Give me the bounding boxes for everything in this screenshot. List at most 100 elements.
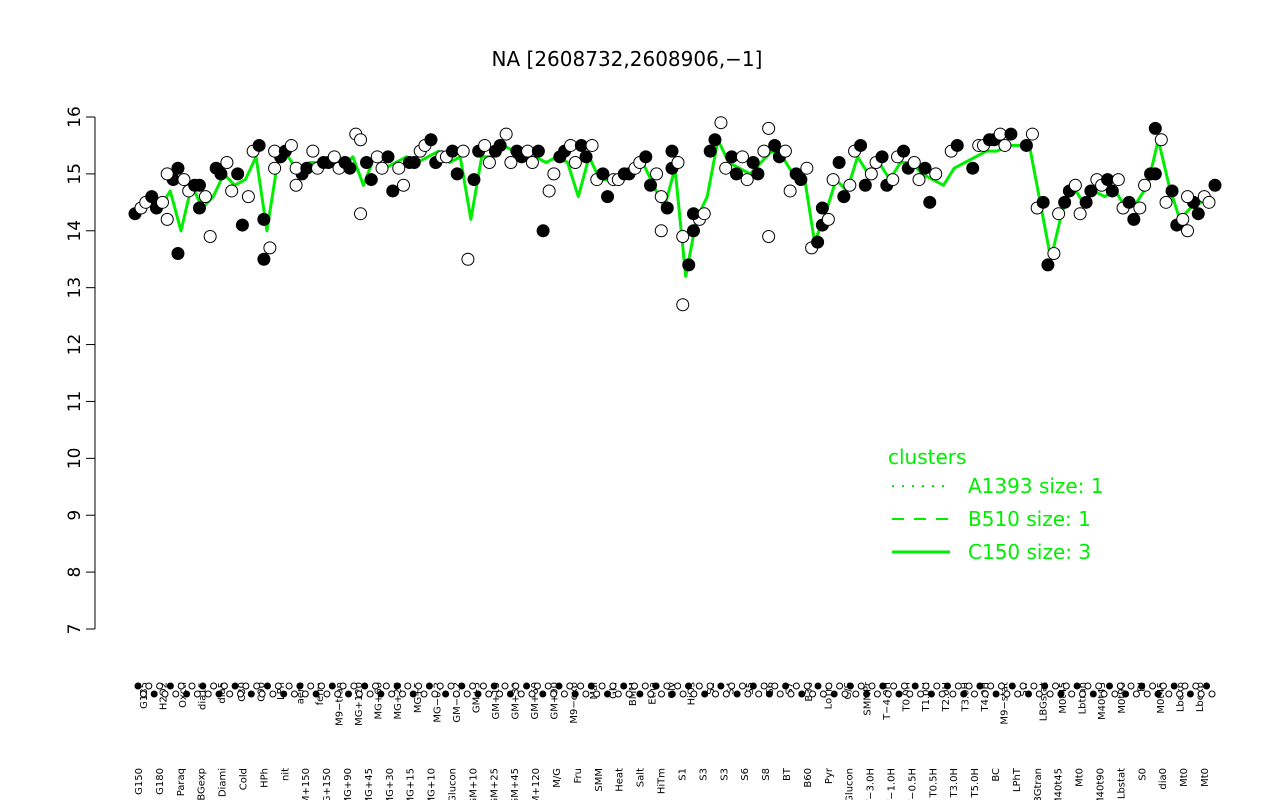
x-tick-label: Lbstat [1116,768,1127,799]
data-point [192,201,206,215]
rug-mark [917,690,925,698]
rug-mark [1089,690,1097,698]
rug-mark [1030,682,1038,690]
data-point [531,144,545,158]
data-point [912,173,926,187]
data-point [268,161,282,175]
data-point [1041,258,1055,272]
x-tick-label: T0.5H [928,768,939,799]
data-point [1019,138,1033,152]
data-point [746,156,760,170]
data-point [650,167,664,181]
x-tick-label: Lbtran [1078,682,1089,714]
y-tick-label: 15 [65,163,85,185]
rug-mark [382,682,390,690]
rug-mark [1035,690,1043,698]
data-point [407,156,421,170]
data-point [155,195,169,209]
rug-mark [1008,682,1016,690]
rug-mark [631,682,638,690]
rug-mark [792,682,800,690]
data-point [697,207,711,221]
data-point [1025,127,1039,141]
rug-mark [479,682,487,690]
rug-mark [965,682,973,690]
rug-mark [1176,690,1184,698]
data-point [225,184,239,198]
data-point [1052,207,1066,221]
data-point [751,167,765,181]
data-point [886,173,900,187]
rug-mark [1154,690,1162,698]
data-point [821,212,835,226]
rug-mark [485,690,493,698]
rug-mark [879,682,887,690]
rug-mark [544,682,552,690]
x-tick-label: MG+60 [374,682,385,719]
rug-mark [242,682,250,690]
rug-mark [1138,682,1146,690]
rug-mark [895,690,903,698]
data-point [504,156,518,170]
data-point [966,161,980,175]
rug-mark [372,682,379,690]
data-point [392,161,406,175]
data-point [1068,178,1082,192]
data-point [263,241,277,255]
rug-mark [652,682,660,690]
rug-mark [523,682,531,690]
rug-mark [658,690,665,698]
x-tick-label: Mal [589,682,600,700]
data-point [585,138,599,152]
data-point [1191,207,1205,221]
data-point [521,144,535,158]
rug-mark [442,690,450,698]
x-tick-label: GM+25 [489,768,500,800]
rug-mark [992,690,1000,698]
x-tick-label: T1.0H [921,682,932,713]
data-point [929,167,943,181]
x-tick-label: T2.0H [941,682,952,713]
x-tick-label: B60 [803,768,814,788]
rug-mark [334,690,342,698]
rug-mark [166,682,174,690]
rug-mark [625,690,633,698]
rug-mark [312,690,320,698]
rug-mark [1116,682,1124,690]
rug-mark [1197,690,1205,698]
data-point [424,133,438,147]
x-tick-label: GM+120 [531,768,542,800]
rug-mark [226,690,234,698]
rug-mark [765,690,773,698]
rug-mark [695,682,703,690]
data-point [1165,184,1179,198]
x-tick-label: S3 [719,768,730,781]
rug-mark [1019,682,1027,690]
rug-mark [739,682,746,690]
rug-mark [361,682,369,690]
rug-mark [933,682,941,690]
data-point [1036,195,1050,209]
rug-mark [285,682,293,690]
x-axis-rug [134,682,1216,698]
rug-mark [1025,690,1032,698]
data-point [300,161,314,175]
data-point [1105,184,1119,198]
rug-mark [1106,682,1113,690]
rug-mark [490,682,498,690]
rug-mark [469,682,477,690]
rug-mark [906,690,914,698]
rug-mark [1192,682,1200,690]
data-point [676,229,690,243]
data-point [740,173,754,187]
rug-mark [949,690,957,698]
rug-mark [220,682,228,690]
data-point [542,184,556,198]
x-tick-label: T3.0H [949,768,960,799]
data-point [171,247,185,261]
x-tick-label: S5 [745,682,756,695]
rug-mark [776,690,784,698]
rug-mark [614,690,622,698]
x-tick-label: GM+45 [510,768,521,800]
data-point [783,184,797,198]
